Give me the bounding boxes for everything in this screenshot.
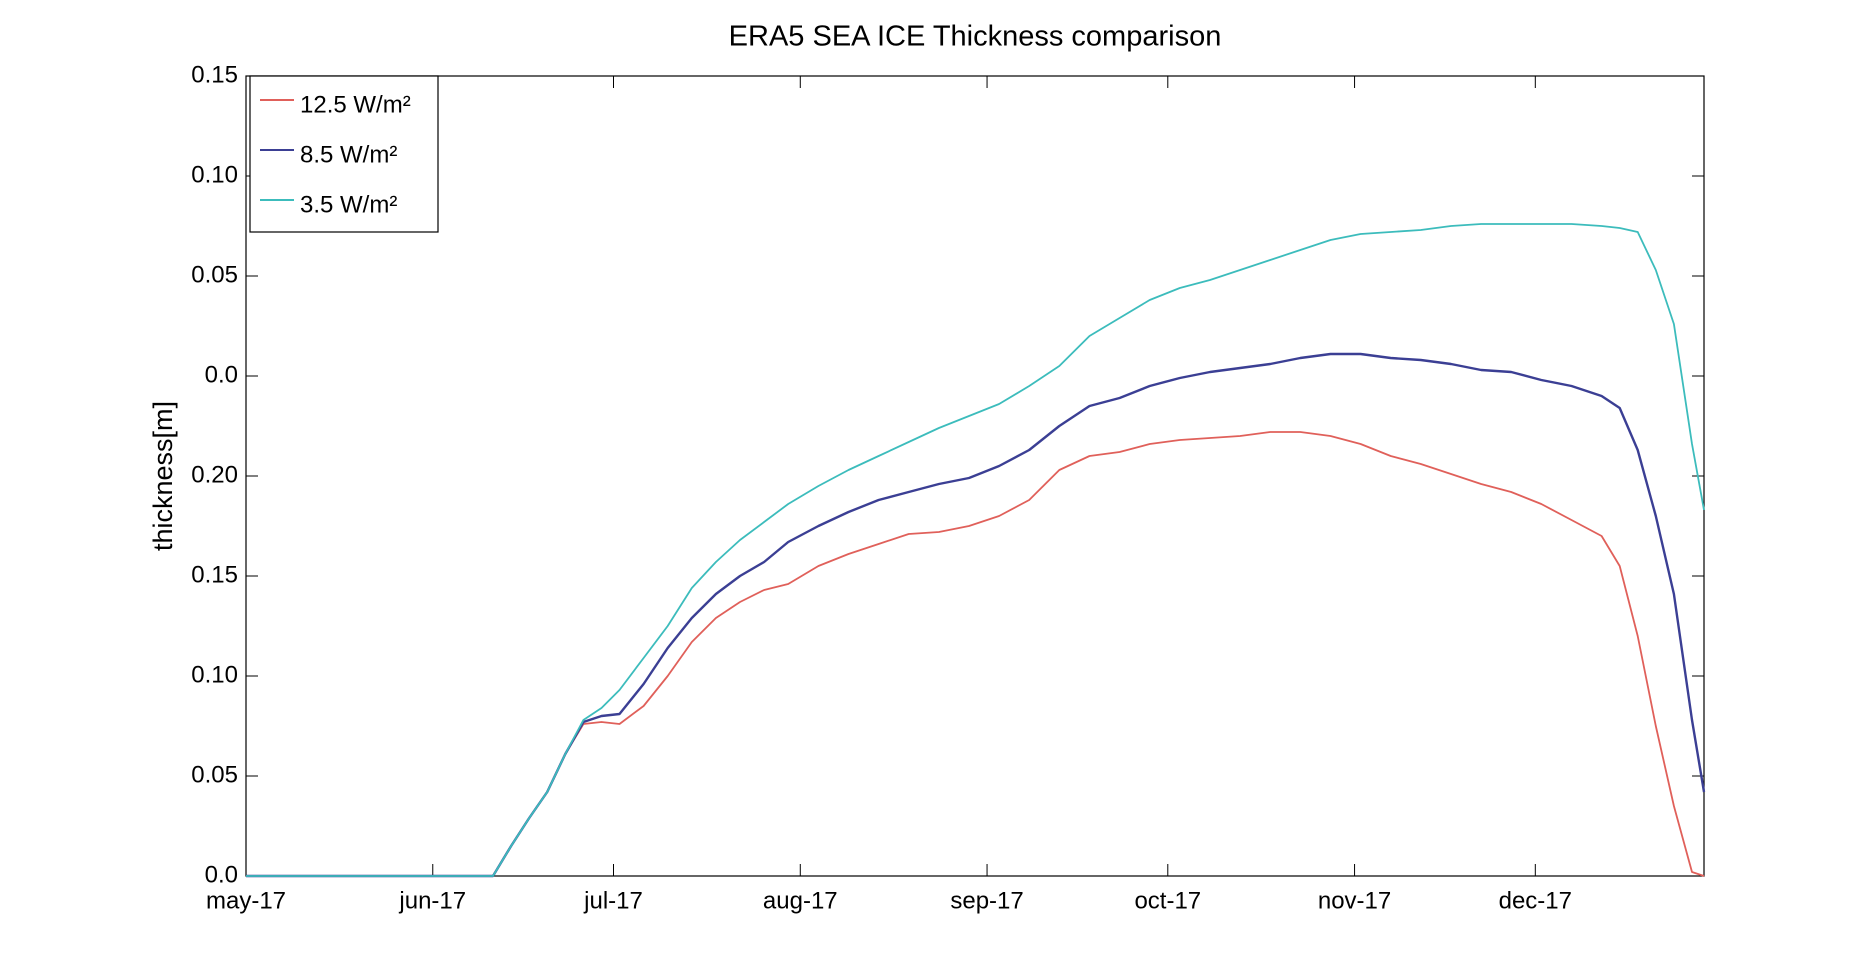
- series-line: [246, 223, 1705, 877]
- y-tick-label: 0.20: [191, 461, 238, 488]
- series-line: [246, 352, 1706, 878]
- legend-label: 12.5 W/m²: [300, 91, 411, 118]
- y-tick-label: 0.0: [205, 361, 238, 388]
- chart-title: ERA5 SEA ICE Thickness comparison: [729, 21, 1222, 53]
- y-tick-label: 0.15: [191, 61, 238, 88]
- x-tick-label: aug-17: [763, 887, 838, 914]
- series-line: [246, 431, 1705, 877]
- legend-box: [249, 75, 439, 233]
- y-tick-label: 0.10: [191, 161, 238, 188]
- x-tick-label: may-17: [206, 887, 286, 914]
- x-tick-label: nov-17: [1318, 887, 1391, 914]
- x-tick-label: jul-17: [583, 887, 643, 914]
- y-tick-label: 0.10: [191, 661, 238, 688]
- x-tick-label: sep-17: [950, 887, 1023, 914]
- x-tick-label: oct-17: [1134, 887, 1201, 914]
- legend-label: 3.5 W/m²: [300, 191, 397, 218]
- y-tick-label: 0.0: [205, 861, 238, 888]
- y-tick-label: 0.15: [191, 561, 238, 588]
- y-tick-label: 0.05: [191, 761, 238, 788]
- legend-label: 8.5 W/m²: [300, 141, 397, 168]
- y-tick-label: 0.05: [191, 261, 238, 288]
- x-tick-label: dec-17: [1499, 887, 1572, 914]
- x-tick-label: jun-17: [398, 887, 466, 914]
- y-axis-label: thickness[m]: [148, 401, 178, 551]
